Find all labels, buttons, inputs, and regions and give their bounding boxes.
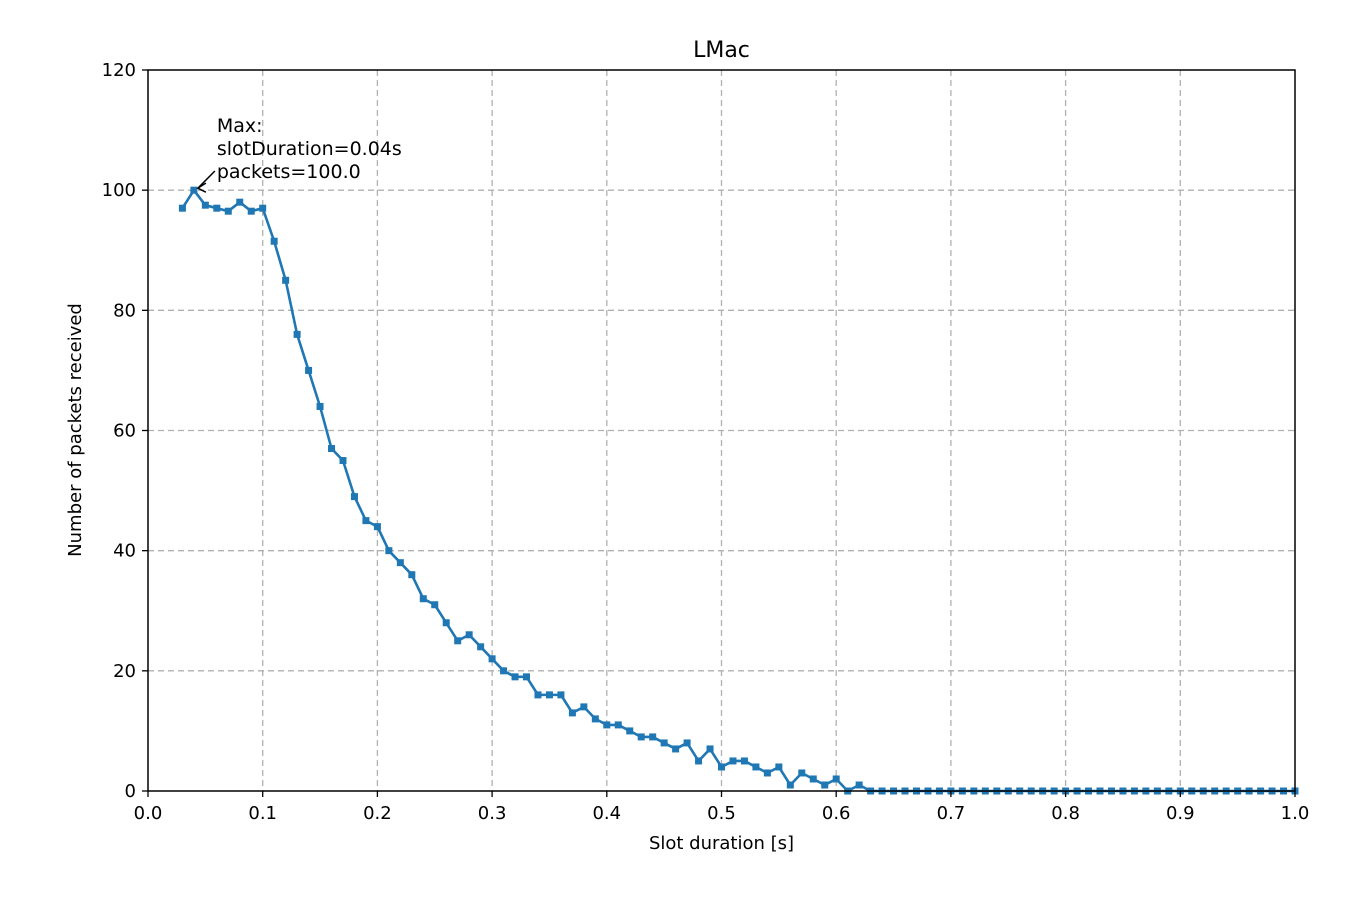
data-point (465, 631, 473, 639)
data-point (809, 775, 817, 783)
x-tick-label: 0.5 (707, 803, 736, 824)
data-point (396, 559, 404, 567)
data-point (213, 204, 221, 212)
data-point (649, 733, 657, 741)
annotation-text: Max: (217, 115, 263, 137)
x-tick-label: 0.0 (134, 803, 163, 824)
data-point (431, 601, 439, 609)
data-point (316, 402, 324, 410)
data-point (672, 745, 680, 753)
data-point (614, 721, 622, 729)
y-tick-label: 80 (113, 300, 136, 321)
data-point (798, 769, 806, 777)
data-point (775, 763, 783, 771)
data-point (201, 201, 209, 209)
data-point (511, 673, 519, 681)
data-point (328, 445, 336, 453)
data-point (821, 781, 829, 789)
data-point (763, 769, 771, 777)
data-point (385, 547, 393, 555)
data-point (178, 204, 186, 212)
data-point (626, 727, 634, 735)
data-point (603, 721, 611, 729)
data-point (523, 673, 531, 681)
data-point (259, 204, 267, 212)
data-point (740, 757, 748, 765)
data-point (408, 571, 416, 579)
y-axis: 0 20 40 60 80 100 120 (102, 60, 148, 802)
data-point (442, 619, 450, 627)
data-point (247, 207, 255, 215)
x-tick-label: 0.1 (248, 803, 277, 824)
data-point (855, 781, 863, 789)
data-point (637, 733, 645, 741)
annotation-arrowhead (196, 182, 207, 193)
data-point (752, 763, 760, 771)
y-tick-label: 120 (102, 60, 136, 81)
data-point (557, 691, 565, 699)
series-line (181, 188, 1295, 793)
data-point (488, 655, 496, 663)
data-point (718, 763, 725, 771)
data-point (373, 523, 381, 531)
data-point (591, 715, 599, 723)
y-tick-label: 20 (113, 661, 136, 682)
data-point (339, 457, 347, 465)
data-point (580, 703, 588, 711)
data-point (534, 691, 542, 699)
data-point (545, 691, 553, 699)
annotation-arrow (197, 170, 216, 189)
x-tick-label: 0.3 (478, 803, 507, 824)
data-point (695, 757, 703, 765)
annotation-text: slotDuration=0.04s (217, 138, 402, 160)
x-tick-label: 0.6 (822, 803, 851, 824)
data-point (786, 781, 794, 789)
x-tick-label: 1.0 (1281, 803, 1310, 824)
data-point (350, 493, 358, 501)
data-point (706, 745, 714, 753)
x-tick-label: 0.2 (363, 803, 392, 824)
data-point (236, 198, 244, 206)
data-point (190, 186, 198, 194)
data-point (419, 595, 427, 603)
y-tick-label: 0 (125, 781, 136, 802)
data-point (224, 207, 232, 215)
x-tick-label: 0.8 (1051, 803, 1080, 824)
data-point (729, 757, 737, 765)
x-tick-label: 0.9 (1166, 803, 1195, 824)
data-point (454, 637, 462, 645)
x-axis: 0.0 0.1 0.2 0.3 0.4 0.5 0.6 0.7 0.8 0.9 1.0 (134, 791, 1310, 824)
data-point (362, 517, 370, 525)
data-point (500, 667, 508, 675)
data-point (683, 739, 691, 747)
x-tick-label: 0.7 (937, 803, 966, 824)
data-point (270, 237, 278, 245)
y-tick-label: 100 (102, 180, 136, 201)
data-point (293, 330, 301, 338)
y-tick-label: 40 (113, 541, 136, 562)
data-point (660, 739, 668, 747)
data-point (282, 276, 290, 284)
grid-layer (148, 70, 1295, 791)
data-point (568, 709, 576, 717)
x-tick-label: 0.4 (592, 803, 621, 824)
y-axis-label: Number of packets received (65, 303, 86, 557)
series-layer (178, 186, 1299, 795)
y-tick-label: 60 (113, 421, 136, 442)
x-axis-label: Slot duration [s] (649, 833, 794, 854)
data-point (477, 643, 485, 651)
chart-title: LMac (693, 38, 750, 63)
annotation-text: packets=100.0 (217, 161, 361, 183)
data-point (305, 366, 313, 374)
data-point (832, 775, 840, 783)
